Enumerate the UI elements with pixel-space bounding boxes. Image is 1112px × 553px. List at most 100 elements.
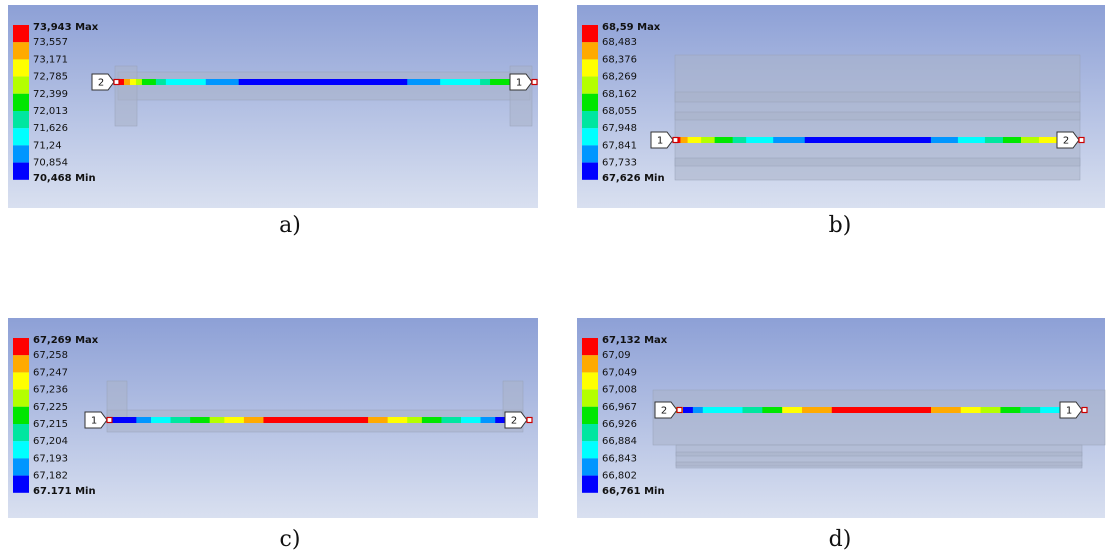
- beam-segment: [166, 79, 206, 85]
- legend-label: 66,967: [602, 402, 637, 413]
- beam-segment: [407, 417, 422, 423]
- beam-segment: [441, 417, 461, 423]
- beam-segment: [773, 137, 805, 143]
- legend-label: 67,008: [602, 385, 637, 396]
- legend-swatch: [582, 111, 598, 128]
- beam-segment: [480, 79, 490, 85]
- beam-segment: [703, 407, 743, 413]
- probe-label: 2: [511, 416, 517, 427]
- legend-label: 73,557: [33, 37, 68, 48]
- legend-swatch: [582, 59, 598, 76]
- beam-segment: [1000, 407, 1020, 413]
- beam-segment: [495, 417, 505, 423]
- beam-segment: [151, 417, 171, 423]
- beam-segment: [136, 417, 151, 423]
- legend-label: 67,733: [602, 158, 637, 169]
- legend-swatch: [582, 163, 598, 180]
- legend-label: 68,162: [602, 89, 637, 100]
- caption: d): [829, 527, 852, 552]
- probe-tip: [107, 418, 112, 423]
- legend-swatch: [13, 25, 29, 42]
- legend-label: 71,626: [33, 123, 68, 134]
- beam-segment: [490, 79, 510, 85]
- probe-label: 2: [661, 406, 667, 417]
- geometry: [115, 66, 137, 126]
- probe-label: 1: [516, 78, 522, 89]
- legend-label: 72,399: [33, 89, 68, 100]
- legend-swatch: [13, 94, 29, 111]
- legend-swatch: [13, 355, 29, 372]
- legend-label: 67,193: [33, 453, 68, 464]
- legend-swatch: [13, 59, 29, 76]
- beam-segment: [985, 137, 1003, 143]
- legend-swatch: [13, 145, 29, 162]
- legend-swatch: [582, 128, 598, 145]
- beam-segment: [210, 417, 225, 423]
- beam-segment: [263, 417, 368, 423]
- geometry: [107, 381, 127, 421]
- beam-segment: [746, 137, 773, 143]
- legend-label: 67,247: [33, 367, 68, 378]
- beam-segment: [958, 137, 985, 143]
- legend-label: 73,943 Max: [33, 22, 99, 33]
- panel: 68,59 Max68,48368,37668,26968,16268,0556…: [577, 5, 1105, 238]
- legend-swatch: [13, 77, 29, 94]
- probe-tip: [677, 408, 682, 413]
- legend-swatch: [582, 424, 598, 441]
- legend-swatch: [582, 355, 598, 372]
- beam-segment: [124, 79, 130, 85]
- legend-label: 66,884: [602, 436, 637, 447]
- beam-segment: [715, 137, 733, 143]
- probe-tip: [527, 418, 532, 423]
- legend-label: 67,049: [602, 367, 637, 378]
- geometry: [653, 390, 1105, 445]
- probe-label: 2: [1063, 136, 1069, 147]
- legend-swatch: [582, 441, 598, 458]
- beam-segment: [742, 407, 762, 413]
- beam-segment: [1039, 137, 1057, 143]
- legend-swatch: [582, 338, 598, 355]
- probe-label: 1: [91, 416, 97, 427]
- beam-segment: [981, 407, 1001, 413]
- probe-tip: [1082, 408, 1087, 413]
- legend-label: 67,182: [33, 471, 68, 482]
- beam-segment: [244, 417, 264, 423]
- legend-swatch: [13, 424, 29, 441]
- geometry: [118, 72, 530, 100]
- legend-swatch: [13, 111, 29, 128]
- beam-segment: [1021, 137, 1039, 143]
- caption: c): [280, 527, 301, 552]
- geometry: [675, 112, 1080, 120]
- beam-segment: [407, 79, 440, 85]
- legend-swatch: [582, 407, 598, 424]
- legend-label: 68,59 Max: [602, 22, 661, 33]
- legend-label: 73,171: [33, 54, 68, 65]
- caption: b): [829, 213, 852, 238]
- beam-segment: [481, 417, 496, 423]
- beam-segment: [136, 79, 142, 85]
- legend-label: 72,013: [33, 106, 68, 117]
- beam-segment: [762, 407, 782, 413]
- beam-segment: [190, 417, 210, 423]
- legend-label: 68,055: [602, 106, 637, 117]
- legend-swatch: [13, 441, 29, 458]
- geometry: [675, 92, 1080, 102]
- legend-label: 67.171 Min: [33, 486, 96, 497]
- legend-swatch: [582, 390, 598, 407]
- legend-swatch: [13, 390, 29, 407]
- beam-segment: [931, 137, 958, 143]
- beam-segment: [832, 407, 932, 413]
- legend-swatch: [13, 458, 29, 475]
- page: 73,943 Max73,55773,17172,78572,39972,013…: [0, 0, 1112, 553]
- legend-swatch: [13, 42, 29, 59]
- legend-swatch: [582, 25, 598, 42]
- legend-swatch: [13, 163, 29, 180]
- legend-swatch: [582, 77, 598, 94]
- legend-label: 68,269: [602, 72, 637, 83]
- legend-label: 66,843: [602, 453, 637, 464]
- beam-segment: [1020, 407, 1040, 413]
- probe-tip: [114, 80, 119, 85]
- caption: a): [279, 213, 301, 238]
- legend-label: 67,258: [33, 350, 68, 361]
- beam-segment: [782, 407, 802, 413]
